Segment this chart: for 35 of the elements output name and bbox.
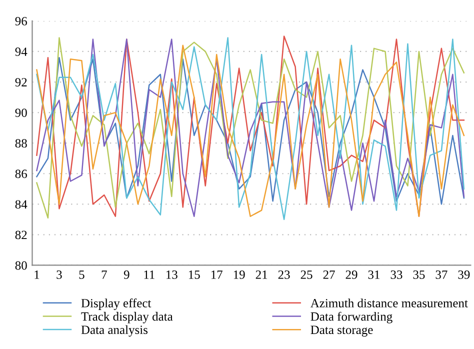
x-tick-label: 29 [346,270,358,279]
x-tick-label: 17 [211,270,222,279]
x-tick-label: 33 [390,270,402,279]
y-tick-label: 86 [15,170,27,178]
x-tick-label: 11 [144,270,154,279]
x-tick-label: 23 [278,270,290,279]
y-tick-label: 80 [15,261,27,270]
legend-label: Track display data [81,312,173,324]
x-tick-label: 9 [124,270,130,279]
y-tick-label: 94 [15,48,28,56]
legend-label: Data storage [310,326,373,337]
y-tick-label: 96 [15,17,27,26]
x-tick-label: 35 [413,270,425,279]
x-tick-label: 15 [188,270,200,279]
legend-label: Data forwarding [310,312,392,324]
x-tick-label: 7 [102,270,107,279]
legend-label: Display effect [81,298,152,310]
y-tick-label: 90 [15,108,27,118]
x-tick-label: 39 [458,270,470,279]
x-tick-label: 37 [436,270,448,279]
legend-label: Azimuth distance measurement [310,298,468,308]
x-tick-label: 3 [56,270,62,279]
y-tick-label: 92 [15,78,27,86]
legend-label: Data analysis [81,325,148,337]
x-tick-label: 19 [234,270,245,279]
y-tick-label: 88 [15,139,27,148]
x-tick-label: 13 [166,270,178,279]
x-tick-label: 25 [300,270,312,279]
x-tick-label: 5 [79,270,84,279]
y-tick-label: 84 [15,200,28,209]
x-tick-label: 1 [34,270,40,279]
x-tick-label: 27 [323,270,335,279]
x-tick-label: 31 [368,270,380,279]
y-tick-label: 82 [15,230,27,240]
x-tick-label: 21 [256,270,268,279]
